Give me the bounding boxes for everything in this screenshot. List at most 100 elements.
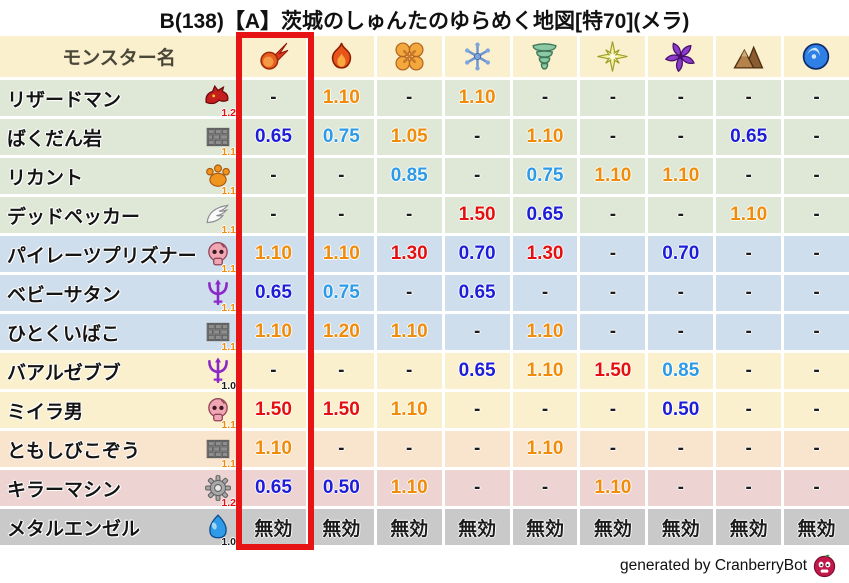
brick-icon: 1.1 [204,435,236,470]
resistance-cell: 1.50 [580,353,646,389]
resistance-cell: 1.10 [648,158,714,194]
resistance-cell: - [308,197,374,233]
monster-rate: 1.0 [221,536,236,548]
monster-name-header-cell: モンスター名 [0,36,238,77]
resistance-cell: - [648,197,714,233]
element-column-header [241,36,306,77]
credit-text: generated by CranberryBot [620,556,807,574]
resistance-cell: 1.10 [376,314,442,350]
element-column-header [512,36,578,77]
monster-name: ベビーサタン [7,284,121,306]
resistance-cell: 0.65 [716,119,782,155]
resistance-cell: - [648,119,714,155]
brick-icon: 1.1 [204,318,236,353]
resistance-cell: - [648,80,714,116]
resistance-cell: - [716,431,782,467]
resistance-cell: 1.10 [716,197,782,233]
resistance-cell: - [784,275,849,311]
resistance-cell: - [784,119,849,155]
resistance-cell: - [444,392,510,428]
resistance-cell: 1.10 [580,158,646,194]
resistance-cell: - [444,158,510,194]
resistance-cell: - [716,470,782,506]
resistance-cell: 0.75 [512,158,578,194]
resistance-cell: 1.10 [241,314,306,350]
monster-row: キラーマシン 1.2 [0,470,238,509]
monster-row: ミイラ男 1.1 [0,392,238,431]
resistance-cell: - [512,275,578,311]
resistance-cell: - [444,119,510,155]
resistance-cell: - [716,275,782,311]
resistance-cell: 1.10 [512,431,578,467]
monster-name: バアルゼブブ [7,362,121,384]
resistance-cell: 無効 [784,509,849,545]
monster-rate: 1.1 [221,341,236,353]
element-column-header [784,36,849,77]
monster-name: リザードマン [7,89,122,111]
resistance-cell: 1.10 [580,470,646,506]
element-column-header [648,36,714,77]
resistance-cell: - [308,431,374,467]
flame-icon [326,41,357,72]
monster-row: ばくだん岩 1.1 [0,119,238,158]
monster-rate: 1.2 [221,497,236,509]
monster-rate: 1.1 [221,185,236,197]
resistance-cell: 0.65 [241,119,306,155]
trident-icon: 1.1 [204,279,236,314]
resistance-cell: - [444,314,510,350]
skull-icon: 1.1 [204,396,236,431]
resistance-cell: - [376,80,442,116]
resistance-cell: 1.10 [512,314,578,350]
resistance-cell: - [716,236,782,272]
resistance-cell: 無効 [376,509,442,545]
resistance-cell: - [241,353,306,389]
resistance-cell: 0.50 [648,392,714,428]
resistance-cell: - [580,314,646,350]
resistance-cell: - [784,314,849,350]
monster-name: ばくだん岩 [7,128,103,150]
resistance-cell: - [580,392,646,428]
resistance-cell: - [512,392,578,428]
resistance-cell: 1.20 [308,314,374,350]
resistance-cell: - [580,119,646,155]
resistance-cell: - [648,275,714,311]
monster-row: パイレーツプリズナー 1.1 [0,236,238,275]
resistance-cell: - [376,197,442,233]
slime-icon: 1.0 [204,513,236,548]
resistance-cell: - [648,470,714,506]
paw-icon: 1.1 [204,162,236,197]
monster-name: ひとくいばこ [7,323,120,345]
monster-row: メタルエンゼル 1.0 [0,509,238,548]
resistance-cell: - [241,158,306,194]
resistance-cell: 0.50 [308,470,374,506]
monster-name-header-label: モンスター名 [62,48,176,69]
resistance-cell: 無効 [241,509,306,545]
monster-name: キラーマシン [7,479,122,501]
resistance-cell: - [784,431,849,467]
tornado-icon [529,41,560,72]
wave-icon [801,41,832,72]
monster-name: ともしびこぞう [7,440,141,462]
resistance-cell: 1.10 [376,470,442,506]
sparkle-icon [597,41,628,72]
page-title: B(138)【A】茨城のしゅんたのゆらめく地図[特70](メラ) [159,10,690,33]
monster-row: リザードマン 1.2 [0,80,238,119]
resistance-cell: 1.10 [241,431,306,467]
monster-rate: 1.1 [221,302,236,314]
resistance-cell: - [784,80,849,116]
resistance-cell: 無効 [444,509,510,545]
monster-rate: 1.1 [221,458,236,470]
monster-rate: 1.0 [221,380,236,392]
gear-icon: 1.2 [204,474,236,509]
resistance-cell: 0.75 [308,119,374,155]
resistance-cell: 無効 [512,509,578,545]
resistance-cell: 1.10 [444,80,510,116]
resistance-cell: - [512,470,578,506]
pinwheel-icon [665,41,696,72]
snowflake-icon [462,41,493,72]
resistance-cell: - [648,314,714,350]
resistance-cell: - [512,80,578,116]
element-column-header [376,36,442,77]
resistance-cell: - [580,431,646,467]
monster-name: リカント [7,167,84,189]
